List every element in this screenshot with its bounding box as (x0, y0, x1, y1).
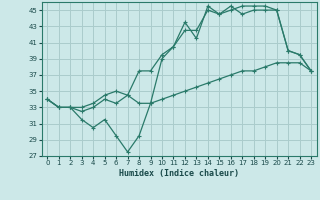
X-axis label: Humidex (Indice chaleur): Humidex (Indice chaleur) (119, 169, 239, 178)
